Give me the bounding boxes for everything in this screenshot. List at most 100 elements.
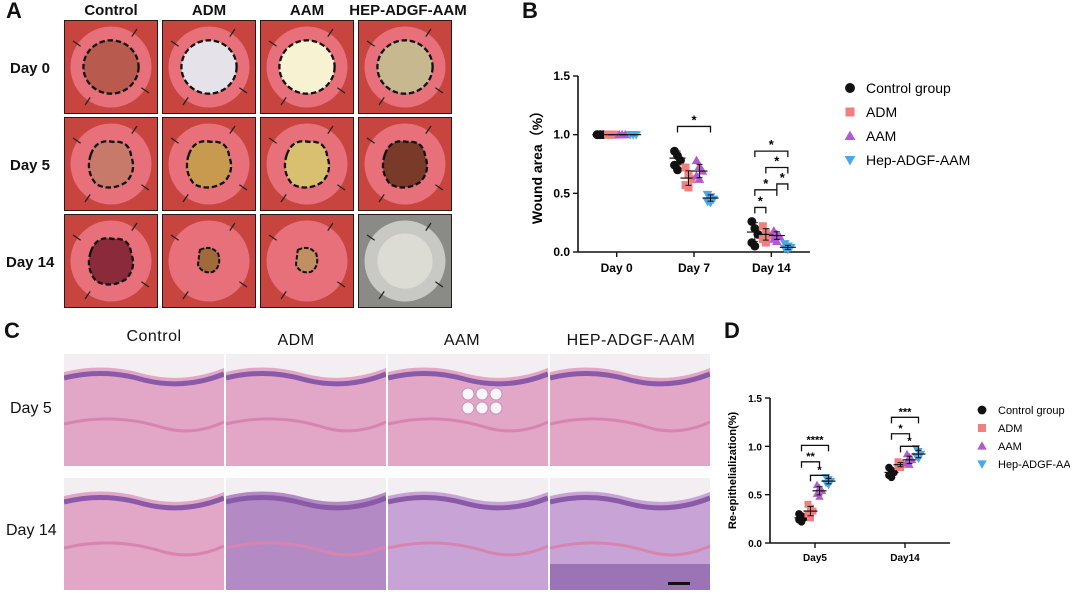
dermis-band [64,541,224,557]
suture [337,184,346,191]
panel-c-col-hep: HEP-ADGF-AAM [566,332,696,349]
wound-outline [82,39,140,95]
data-point [783,246,793,255]
suture [170,234,179,241]
significance-bracket [890,416,920,424]
data-point [797,517,806,526]
background-space [550,354,710,378]
significance-bracket [754,189,778,196]
suture [366,40,375,47]
histology-section [388,354,548,466]
background-space [388,478,548,502]
wound-photo [358,20,452,114]
suture [280,194,287,203]
suture [378,97,385,106]
panel-c-letter: C [4,318,20,343]
dermis-band [226,541,386,557]
significance-label: * [817,464,822,476]
epidermis-layer [550,371,710,387]
dermis-band [550,541,710,557]
wound-photo [162,20,256,114]
panel-a-col-hep: HEP-ADGF-AAM [349,2,467,19]
data-point [905,460,914,468]
background-space [64,354,224,378]
significance-label: * [769,137,775,152]
legend-marker [845,83,855,93]
significance-label: * [898,423,903,435]
suture [280,291,287,300]
legend-label: Hep-ADGF-AAM [998,459,1070,471]
suture [72,40,81,47]
suture [182,194,189,203]
suture [131,28,138,37]
data-point [681,163,690,172]
suture [435,184,444,191]
y-tick-label: 1.5 [748,394,762,405]
x-tick-label: Day14 [890,553,920,564]
adipocyte [489,387,503,401]
suture [141,87,150,94]
significance-bracket [765,166,789,174]
y-tick-label: 0.5 [553,186,570,200]
suture [337,281,346,288]
suture [425,125,432,134]
data-point [815,492,824,500]
suture [131,125,138,134]
epidermis-layer [226,371,386,387]
panel-a-row-day0: Day 0 [10,60,51,77]
background-space [550,478,710,502]
legend-marker [844,130,856,141]
significance-bracket [800,444,830,452]
legend-marker [978,424,986,432]
suture [425,222,432,231]
suture [72,137,81,144]
significance-label: * [691,112,697,127]
significance-label: * [763,176,769,191]
wound-outline [376,39,434,95]
legend-label: Control group [866,80,951,96]
adipocyte [475,401,489,415]
suture [378,194,385,203]
histology-section [550,354,710,466]
panel-a-col-control: Control [84,2,138,19]
suture [366,234,375,241]
suture [337,87,346,94]
significance-label: * [774,154,780,169]
legend-marker [977,460,987,469]
suture [182,291,189,300]
significance-bracket [754,206,767,214]
suture [435,87,444,94]
y-axis-label: Re-epithelialization(%) [727,411,739,529]
wound-outline [87,140,135,189]
suture [229,125,236,134]
wound-photo [358,117,452,211]
legend-label: AAM [866,128,896,144]
suture [366,137,375,144]
wound-photo [260,214,354,308]
x-tick-label: Day 7 [678,261,710,275]
panel-a-letter: A [6,0,22,23]
dermis-band [388,541,548,557]
significance-bracket [800,461,821,468]
wound-photo [64,117,158,211]
data-point [747,217,757,226]
y-tick-label: 1.0 [553,128,570,142]
background-space [226,478,386,502]
panel-c-row-day5: Day 5 [10,400,52,417]
histology-section [388,478,548,590]
data-point [807,514,814,522]
histology-section [226,478,386,590]
suture [182,97,189,106]
significance-label: ** [806,451,815,463]
wound-outline [283,140,331,189]
significance-bracket [809,474,830,482]
wound-outline [278,39,336,95]
suture [84,291,91,300]
suture [378,291,385,300]
histology-section [64,354,224,466]
suture [141,184,150,191]
suture [280,97,287,106]
legend-marker [977,405,987,415]
suture [435,281,444,288]
suture [239,87,248,94]
